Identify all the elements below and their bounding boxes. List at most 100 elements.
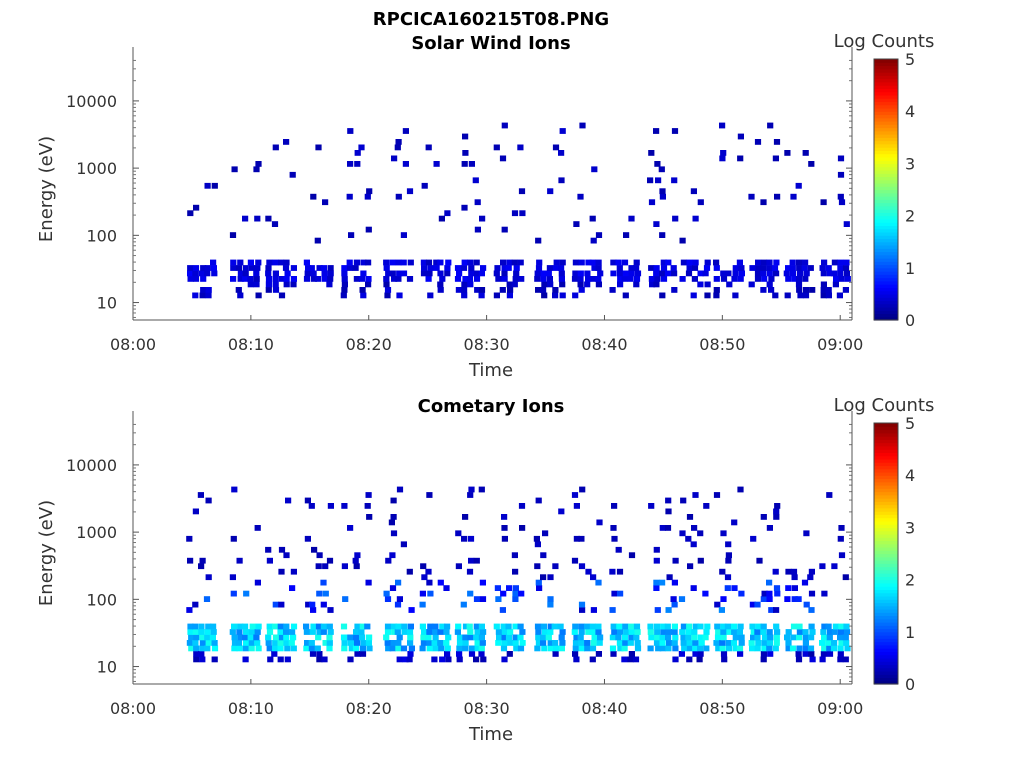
spectrogram-cell — [462, 150, 469, 156]
spectrogram-cell — [265, 640, 272, 646]
spectrogram-cell — [720, 629, 727, 635]
spectrogram-cell — [789, 645, 797, 652]
spectrogram-cell — [346, 259, 353, 266]
spectrogram-cell — [267, 656, 274, 663]
spectrogram-cell — [421, 182, 428, 189]
spectrogram-cell — [187, 557, 194, 564]
spectrogram-cell — [825, 265, 832, 271]
colorbar-segment — [874, 612, 898, 617]
colorbar-segment — [874, 429, 898, 434]
spectrogram-cell — [427, 623, 434, 630]
spectrogram-cell — [187, 210, 194, 217]
y-tick-label: 1000 — [76, 523, 117, 542]
spectrogram-cell — [462, 133, 469, 140]
spectrogram-cell — [540, 552, 547, 559]
spectrogram-cell — [407, 640, 414, 646]
spectrogram-cell — [479, 215, 486, 222]
x-tick-label: 08:10 — [228, 699, 274, 718]
spectrogram-cell — [365, 579, 372, 586]
colorbar-segment — [874, 654, 898, 659]
spectrogram-cell — [408, 645, 415, 652]
spectrogram-cell — [807, 265, 814, 271]
spectrogram-cell — [790, 623, 798, 630]
spectrogram-cell — [749, 623, 756, 630]
spectrogram-cell — [653, 221, 660, 227]
spectrogram-cell — [685, 634, 692, 641]
spectrogram-cell — [247, 259, 254, 266]
spectrogram-cell — [431, 656, 438, 663]
spectrogram-cell — [272, 144, 279, 151]
spectrogram-cell — [518, 188, 526, 195]
spectrogram-cell — [577, 193, 584, 200]
spectrogram-cell — [316, 656, 323, 663]
colorbar-segment — [874, 127, 898, 132]
solar-wind-ylabel: Energy (eV) — [36, 136, 57, 242]
spectrogram-cell — [426, 579, 433, 586]
spectrogram-cell — [659, 270, 666, 277]
spectrogram-cell — [347, 525, 354, 531]
spectrogram-cell — [589, 215, 596, 222]
spectrogram-cell — [616, 568, 624, 575]
spectrogram-cell — [622, 623, 629, 630]
spectrogram-cell — [686, 259, 693, 266]
spectrogram-cell — [761, 634, 769, 641]
spectrogram-cell — [691, 265, 699, 271]
spectrogram-cell — [633, 281, 640, 288]
spectrogram-cell — [698, 640, 705, 646]
spectrogram-cell — [283, 623, 290, 630]
spectrogram-cell — [342, 596, 349, 602]
spectrogram-cell — [389, 259, 396, 266]
y-tick-label: 10000 — [66, 92, 117, 111]
spectrogram-cell — [242, 634, 249, 641]
spectrogram-cell — [726, 281, 733, 288]
spectrogram-cell — [697, 651, 704, 657]
colorbar-segment — [874, 452, 898, 457]
colorbar-segment — [874, 313, 898, 318]
spectrogram-cell — [205, 623, 212, 630]
spectrogram-cell — [713, 287, 720, 293]
spectrogram-cell — [767, 634, 774, 641]
spectrogram-cell — [283, 139, 290, 145]
spectrogram-cell — [326, 640, 333, 646]
spectrogram-cell — [617, 590, 624, 597]
spectrogram-cell — [627, 656, 634, 663]
spectrogram-cell — [616, 640, 623, 646]
spectrogram-cell — [304, 640, 311, 646]
spectrogram-cell — [501, 276, 508, 282]
spectrogram-cell — [578, 623, 585, 630]
spectrogram-cell — [192, 629, 199, 635]
spectrogram-cell — [553, 645, 560, 652]
spectrogram-cell — [691, 525, 698, 531]
colorbar-segment — [874, 471, 898, 476]
spectrogram-cell — [462, 623, 470, 630]
spectrogram-cell — [808, 590, 816, 597]
spectrogram-cell — [316, 590, 323, 597]
spectrogram-cell — [686, 640, 693, 646]
spectrogram-cell — [455, 530, 462, 537]
spectrogram-cell — [359, 651, 367, 657]
spectrogram-cell — [354, 623, 361, 630]
spectrogram-cell — [444, 645, 451, 652]
spectrogram-cell — [584, 645, 591, 652]
spectrogram-cell — [578, 259, 585, 266]
spectrogram-cell — [385, 645, 392, 652]
colorbar-segment — [874, 120, 898, 125]
colorbar-segment — [874, 491, 898, 496]
x-tick-label: 08:50 — [699, 699, 745, 718]
spectrogram-cell — [774, 629, 781, 635]
spectrogram-cell — [622, 640, 629, 646]
colorbar-segment — [874, 442, 898, 447]
spectrogram-cell — [512, 640, 519, 646]
spectrogram-cell — [204, 634, 211, 641]
spectrogram-cell — [789, 259, 796, 266]
spectrogram-cell — [843, 221, 850, 227]
spectrogram-cell — [341, 503, 348, 509]
spectrogram-cell — [433, 161, 440, 167]
spectrogram-cell — [187, 265, 194, 271]
spectrogram-cell — [796, 623, 803, 630]
spectrogram-cell — [478, 623, 485, 630]
spectrogram-cell — [696, 656, 703, 663]
spectrogram-cell — [658, 166, 665, 173]
spectrogram-cell — [198, 629, 205, 635]
spectrogram-cell — [406, 568, 413, 575]
